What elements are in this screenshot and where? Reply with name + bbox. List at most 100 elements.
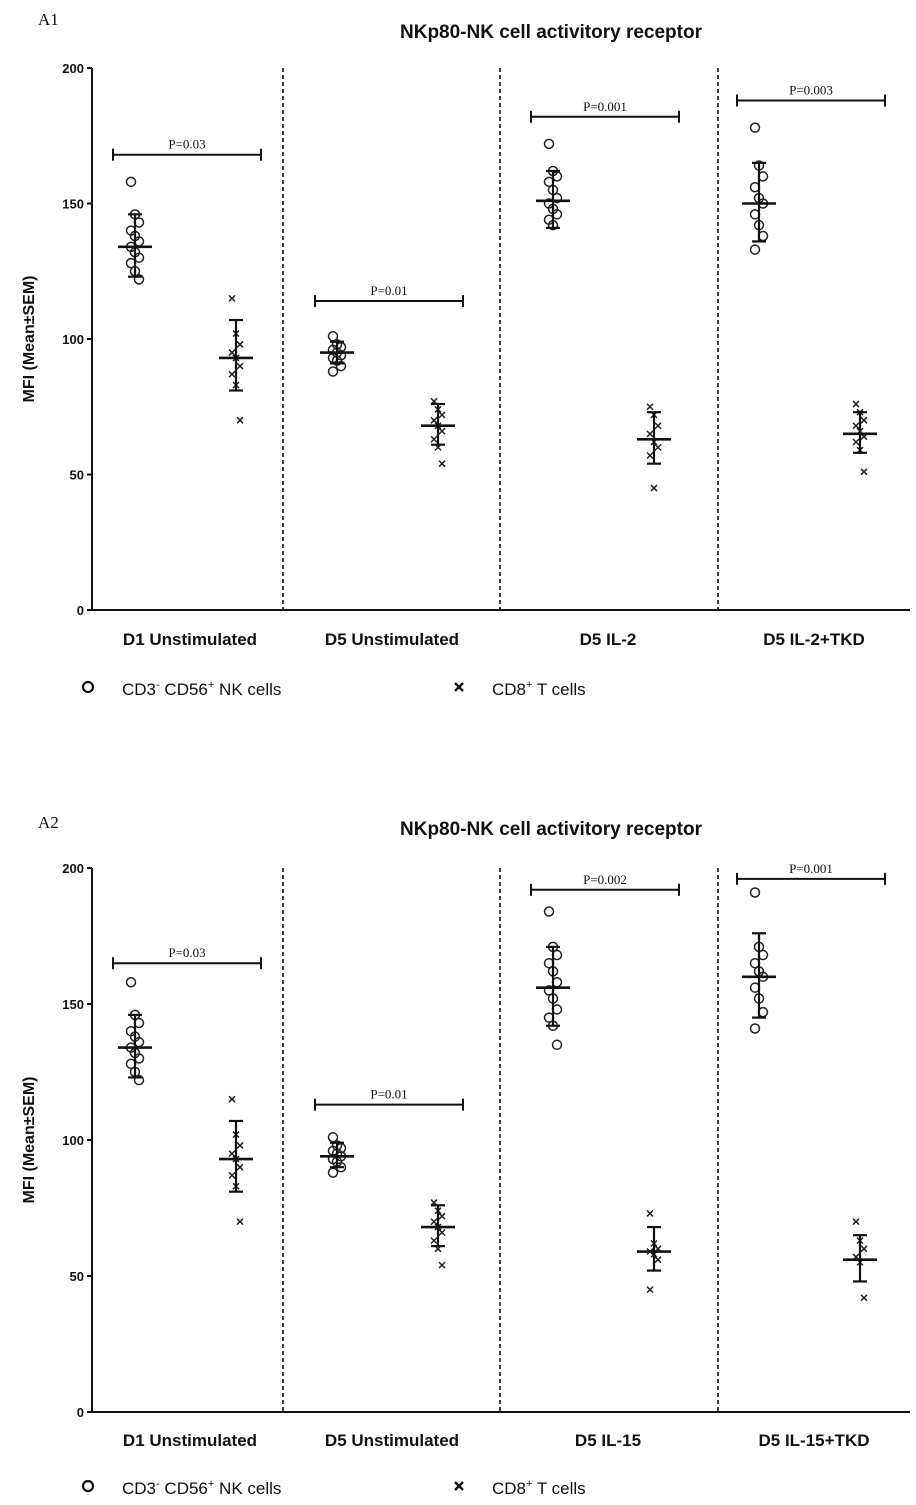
t-cell-point bbox=[228, 370, 236, 378]
nk-cell-point bbox=[543, 906, 555, 917]
x-category-label: D1 Unstimulated bbox=[123, 1431, 257, 1450]
nk-cell-point bbox=[125, 176, 137, 188]
p-value-label: P=0.001 bbox=[583, 99, 627, 114]
legend-text: T cells bbox=[532, 1479, 585, 1498]
legend-superscript: + bbox=[526, 679, 532, 691]
t-cell-point bbox=[654, 443, 662, 451]
legend-text: CD56 bbox=[160, 680, 208, 699]
t-cell-point bbox=[236, 416, 244, 424]
t-cell-point bbox=[646, 451, 654, 460]
t-cell-point bbox=[236, 1163, 244, 1171]
y-axis-label: MFI (Mean±SEM) bbox=[21, 1077, 38, 1204]
x-category-label: D5 IL-2+TKD bbox=[763, 630, 865, 649]
nk-cell-point bbox=[335, 360, 347, 372]
t-cell-point bbox=[228, 294, 236, 302]
y-tick-label: 0 bbox=[77, 603, 84, 618]
t-cell-point bbox=[228, 1171, 236, 1179]
legend-text: NK cells bbox=[214, 1479, 281, 1498]
x-category-label: D1 Unstimulated bbox=[123, 630, 257, 649]
x-category-label: D5 IL-15+TKD bbox=[759, 1431, 870, 1450]
p-value-label: P=0.03 bbox=[168, 137, 205, 152]
y-tick-label: 50 bbox=[70, 468, 84, 483]
t-cell-point bbox=[438, 427, 446, 435]
t-cell-point bbox=[438, 411, 446, 419]
y-tick-label: 150 bbox=[62, 997, 84, 1012]
t-cell-point bbox=[236, 1141, 244, 1149]
p-value-label: P=0.01 bbox=[370, 283, 407, 298]
legend-text: NK cells bbox=[214, 680, 281, 699]
chart-panel-a1: A1 NKp80-NK cell activitory receptor 0 50 10… bbox=[21, 10, 910, 699]
p-value-label: P=0.03 bbox=[168, 945, 205, 960]
t-cell-point bbox=[654, 1256, 662, 1264]
t-cell-point bbox=[438, 1228, 446, 1237]
chart-panel-a2: A2 NKp80-NK cell activitory receptor 0 50 10… bbox=[21, 813, 910, 1498]
t-cell-point bbox=[430, 416, 438, 424]
legend-text: CD8 bbox=[492, 1479, 526, 1498]
t-cell-point bbox=[860, 1294, 868, 1302]
t-cell-point bbox=[646, 1209, 654, 1217]
t-cell-point bbox=[438, 1212, 446, 1220]
t-cell-point bbox=[430, 1237, 438, 1245]
legend-circle-marker bbox=[81, 680, 95, 694]
legend-superscript: - bbox=[156, 679, 160, 691]
nk-cell-point bbox=[133, 1074, 145, 1086]
x-category-label: D5 IL-2 bbox=[580, 630, 637, 649]
t-cell-point bbox=[438, 1261, 446, 1269]
legend-text: CD56 bbox=[160, 1479, 208, 1498]
x-category-label: D5 IL-15 bbox=[575, 1431, 641, 1450]
y-tick-label: 200 bbox=[62, 61, 84, 76]
legend-superscript: + bbox=[208, 1478, 214, 1490]
y-tick-label: 0 bbox=[77, 1405, 84, 1420]
t-cell-point bbox=[228, 1150, 236, 1158]
t-cell-point bbox=[852, 438, 860, 446]
t-cell-point bbox=[438, 460, 446, 468]
y-tick-label: 200 bbox=[62, 861, 84, 876]
legend-circle-marker bbox=[81, 1479, 95, 1493]
legend-superscript: - bbox=[156, 1478, 160, 1490]
chart-title: NKp80-NK cell activitory receptor bbox=[400, 22, 703, 43]
x-category-label: D5 Unstimulated bbox=[325, 630, 459, 649]
t-cell-point bbox=[650, 484, 658, 492]
t-cell-point bbox=[852, 422, 860, 430]
t-cell-point bbox=[860, 468, 868, 476]
p-value-label: P=0.003 bbox=[789, 83, 833, 98]
t-cell-point bbox=[430, 1218, 438, 1226]
legend-t-cells: CD8+ T cells bbox=[492, 1478, 586, 1498]
legend-text: CD8 bbox=[492, 680, 526, 699]
legend-text: CD3 bbox=[122, 680, 156, 699]
y-tick-label: 150 bbox=[62, 197, 84, 212]
series-t-cells bbox=[219, 1095, 877, 1302]
t-cell-point bbox=[228, 349, 236, 357]
panel-label: A2 bbox=[38, 813, 59, 832]
t-cell-point bbox=[646, 430, 654, 438]
t-cell-point bbox=[860, 416, 868, 424]
nk-cell-point bbox=[133, 274, 145, 285]
legend-nk-cells: CD3- CD56+ NK cells bbox=[122, 679, 281, 699]
legend-t-cells: CD8+ T cells bbox=[492, 679, 586, 699]
y-tick-label: 100 bbox=[62, 332, 84, 347]
legend-superscript: + bbox=[526, 1478, 532, 1490]
nk-cell-point bbox=[327, 1167, 339, 1178]
nk-cell-point bbox=[125, 976, 137, 988]
legend-superscript: + bbox=[208, 679, 214, 691]
nk-cell-point bbox=[327, 366, 339, 377]
panel-label: A1 bbox=[38, 10, 59, 29]
nk-cell-point bbox=[749, 1023, 761, 1034]
p-value-label: P=0.002 bbox=[583, 872, 627, 887]
x-category-label: D5 Unstimulated bbox=[325, 1431, 459, 1450]
legend-text: T cells bbox=[532, 680, 585, 699]
t-cell-point bbox=[852, 1218, 860, 1226]
y-tick-label: 50 bbox=[70, 1269, 84, 1284]
y-tick-label: 100 bbox=[62, 1133, 84, 1148]
legend: CD3- CD56+ NK cells CD8+ T cells bbox=[81, 679, 586, 699]
t-cell-point bbox=[646, 1286, 654, 1294]
t-cell-point bbox=[852, 400, 860, 408]
t-cell-point bbox=[236, 340, 244, 348]
t-cell-point bbox=[236, 1218, 244, 1226]
nk-cell-point bbox=[749, 244, 761, 255]
p-value-label: P=0.01 bbox=[370, 1087, 407, 1102]
series-nk-cells bbox=[118, 887, 776, 1178]
series-nk-cells bbox=[118, 122, 776, 377]
legend: CD3- CD56+ NK cells CD8+ T cells bbox=[81, 1478, 586, 1498]
